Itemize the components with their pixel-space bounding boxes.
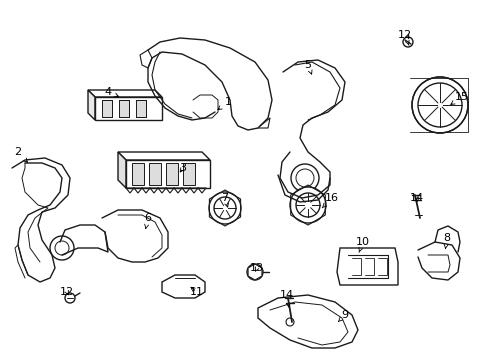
Text: 14: 14 (280, 290, 294, 307)
Text: 1: 1 (218, 97, 231, 110)
Polygon shape (126, 160, 210, 188)
Text: 4: 4 (104, 87, 119, 97)
Polygon shape (140, 50, 152, 68)
Text: 10: 10 (356, 237, 370, 252)
Text: 12: 12 (60, 287, 74, 297)
Polygon shape (102, 100, 112, 117)
Circle shape (412, 77, 468, 133)
Text: 14: 14 (410, 193, 424, 203)
Polygon shape (149, 163, 161, 185)
Circle shape (65, 293, 75, 303)
Circle shape (209, 192, 241, 224)
Polygon shape (136, 100, 146, 117)
Text: 6: 6 (145, 213, 151, 229)
Text: 5: 5 (304, 60, 312, 74)
Circle shape (290, 187, 326, 223)
Text: 12: 12 (398, 30, 412, 45)
Polygon shape (166, 163, 178, 185)
Text: 13: 13 (250, 263, 264, 273)
Text: 8: 8 (443, 233, 451, 249)
Polygon shape (162, 275, 205, 298)
Polygon shape (258, 295, 358, 348)
Circle shape (214, 197, 236, 219)
Circle shape (286, 318, 294, 326)
Circle shape (296, 193, 320, 217)
Polygon shape (88, 90, 162, 97)
Circle shape (291, 164, 319, 192)
Text: 7: 7 (221, 193, 228, 207)
Text: 11: 11 (190, 287, 204, 297)
Circle shape (247, 264, 263, 280)
Text: 2: 2 (14, 147, 27, 162)
Circle shape (403, 37, 413, 47)
Polygon shape (119, 100, 129, 117)
Polygon shape (118, 152, 210, 160)
Polygon shape (132, 163, 144, 185)
Polygon shape (183, 163, 195, 185)
Text: 9: 9 (339, 310, 348, 321)
Polygon shape (248, 264, 262, 280)
Text: 16: 16 (322, 193, 339, 208)
Circle shape (50, 236, 74, 260)
Text: 3: 3 (179, 163, 187, 173)
Polygon shape (118, 152, 126, 188)
Text: 15: 15 (451, 92, 469, 104)
Polygon shape (337, 248, 398, 285)
Polygon shape (88, 90, 95, 120)
Circle shape (418, 83, 462, 127)
Polygon shape (95, 97, 162, 120)
